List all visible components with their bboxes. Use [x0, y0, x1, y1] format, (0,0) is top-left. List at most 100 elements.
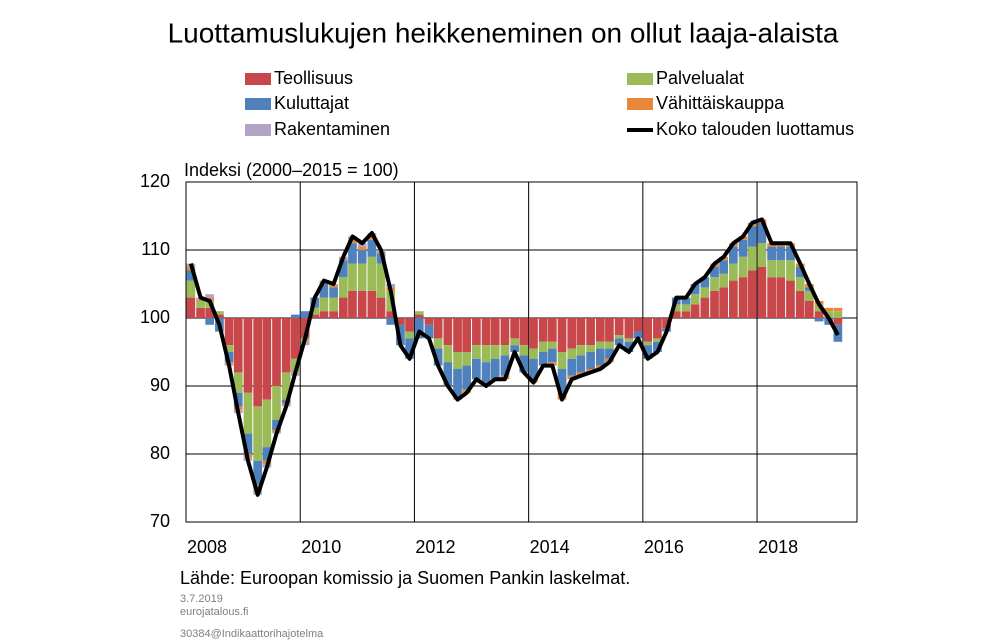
legend-swatch [245, 73, 271, 85]
bar-segment [205, 318, 215, 325]
bar-segment [633, 331, 643, 339]
source: Lähde: Euroopan komissio ja Suomen Panki… [180, 568, 630, 588]
x-tick-label: 2014 [530, 537, 570, 557]
bar-segment [547, 318, 557, 342]
bar-segment [243, 392, 253, 434]
bar-segment [700, 287, 710, 298]
bar-segment [414, 318, 424, 339]
bar-segment [453, 318, 462, 352]
bar-segment [814, 311, 824, 318]
bar-segment [233, 372, 243, 393]
bar-segment [253, 484, 263, 488]
line [188, 217, 840, 497]
bar-segment [453, 352, 462, 369]
bar-segment [804, 290, 814, 301]
bar-segment [767, 246, 776, 261]
bar-segment [481, 345, 491, 363]
bar-segment [643, 341, 653, 346]
bar-segment [710, 267, 719, 278]
bar-segment [804, 287, 814, 291]
legend-label: Kuluttajat [274, 93, 349, 113]
bar-segment [329, 285, 338, 288]
bar-segment [576, 318, 586, 346]
bar-segment [595, 348, 605, 366]
bar-segment [767, 260, 776, 278]
bar-segment [443, 345, 453, 363]
legend-label: Teollisuus [274, 68, 353, 88]
bar-segment [367, 239, 377, 257]
bar-segment [291, 314, 300, 318]
bar-segment [186, 297, 196, 318]
bar-segment [690, 304, 700, 318]
bar-segment [490, 318, 500, 346]
bar-segment [376, 263, 386, 298]
x-tick-label: 2008 [187, 537, 227, 557]
bar-segment [329, 297, 338, 312]
bar-segment [196, 299, 205, 301]
bar-segment [319, 284, 329, 298]
bar-segment [776, 260, 786, 278]
bar-segment [824, 311, 834, 318]
bar-segment [205, 307, 215, 318]
legend-label: Koko talouden luottamus [656, 119, 854, 139]
bar-segment [310, 314, 320, 318]
bar-segment [186, 270, 196, 281]
bar-segment [205, 294, 215, 298]
bar-segment [233, 318, 243, 373]
bar-segment [338, 297, 348, 318]
legend-swatch [245, 98, 271, 110]
bar-segment [281, 372, 291, 400]
plot-frame [185, 181, 858, 523]
bar-segment [557, 352, 567, 369]
bar-segment [681, 297, 691, 305]
legend-label: Rakentaminen [274, 119, 390, 139]
bar-segment [490, 358, 500, 380]
bar-segment [253, 406, 263, 461]
bar-segment [719, 260, 729, 274]
bar-segment [224, 318, 234, 346]
bar-segment [786, 260, 795, 281]
note: eurojatalous.fi [180, 606, 249, 618]
bar-segment [586, 352, 595, 369]
bar-segment [453, 369, 462, 397]
bar-segment [653, 341, 662, 352]
bar-segment [424, 324, 434, 339]
bar-segment [729, 246, 738, 264]
bar-segment [710, 290, 719, 318]
bar-segment [804, 301, 814, 318]
bar-segment [338, 260, 348, 278]
bar-segment [348, 263, 357, 291]
bar-segment [262, 399, 272, 448]
legend-label: Vähittäiskauppa [656, 93, 785, 113]
bar-segment [576, 355, 586, 373]
bar-segment [624, 318, 634, 339]
bar-segment [253, 460, 263, 485]
x-tick-label: 2018 [758, 537, 798, 557]
bar-segment [348, 290, 357, 318]
bar-segment [538, 341, 548, 352]
bar-segment [519, 318, 529, 346]
bar-segment [386, 318, 396, 325]
bar-segment [186, 280, 196, 298]
legend-swatch [627, 98, 653, 110]
bar-segment [243, 433, 253, 454]
bar-segment [671, 311, 681, 318]
bar-segment [529, 318, 538, 349]
bar-segment [786, 246, 795, 261]
bar-segment [215, 311, 224, 315]
bar-segment [386, 311, 396, 318]
bar-segment [357, 263, 367, 291]
bar-segment [690, 284, 700, 295]
bar-segment [614, 318, 624, 335]
bar-segment [624, 338, 634, 342]
bar-segment [367, 256, 377, 291]
bar-segment [300, 311, 310, 318]
bar-segment [671, 304, 681, 312]
bar-segment [215, 314, 224, 318]
y-tick-label: 90 [150, 375, 170, 395]
bar-segment [614, 338, 624, 346]
x-tick-label: 2016 [644, 537, 684, 557]
bar-segment [357, 246, 367, 250]
bar-segment [357, 250, 367, 264]
